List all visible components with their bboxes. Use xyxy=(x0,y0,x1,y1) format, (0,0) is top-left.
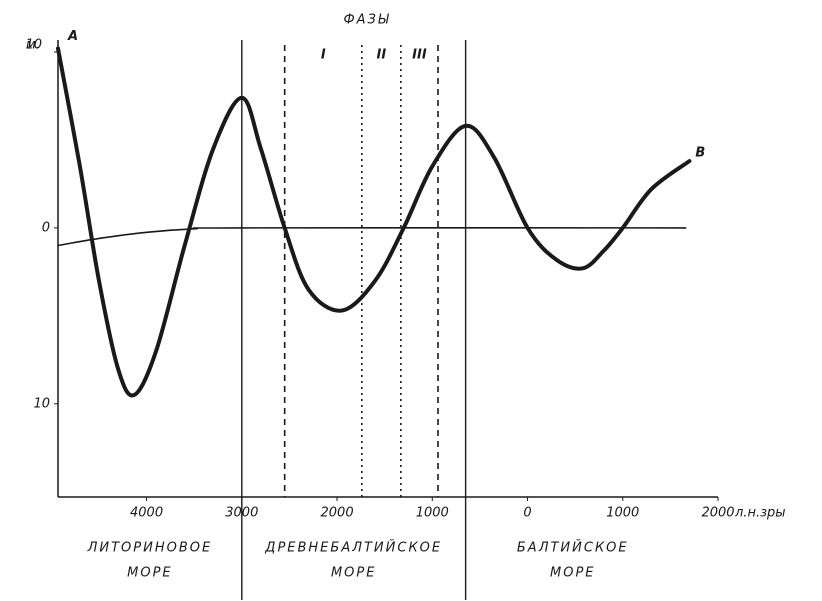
curve xyxy=(56,46,692,398)
x-tick-label: 1000 xyxy=(416,506,449,521)
sea-label: МОРЕ xyxy=(331,566,377,581)
x-tick-label: 2000 xyxy=(321,506,354,521)
curve-end-label: B xyxy=(695,146,705,161)
curve-start-label: A xyxy=(67,29,78,44)
x-axis-label: л.н.зры xyxy=(734,506,786,521)
y-axis-label: м. xyxy=(26,38,40,53)
y-tick-label: 10 xyxy=(33,396,50,411)
x-tick-label: 2000 xyxy=(701,506,734,521)
curve xyxy=(57,227,687,247)
x-tick-label: 4000 xyxy=(130,506,163,521)
chart-title: ФАЗЫ xyxy=(343,13,390,28)
sea-label: МОРЕ xyxy=(127,566,173,581)
sea-label: БАЛТИЙСКОЕ xyxy=(517,540,629,556)
y-tick-label: 10 xyxy=(25,38,42,53)
x-tick-label: 0 xyxy=(523,506,531,521)
sea-label: ДРЕВНЕБАЛТИЙСКОЕ xyxy=(264,540,442,556)
y-tick-label: 0 xyxy=(42,220,50,235)
phase-label: I xyxy=(321,48,326,63)
sea-label: ЛИТОРИНОВОЕ xyxy=(87,541,213,556)
phase-label: III xyxy=(412,48,427,63)
sea-label: МОРЕ xyxy=(550,566,596,581)
x-tick-label: 1000 xyxy=(606,506,639,521)
phase-label: II xyxy=(376,48,386,63)
